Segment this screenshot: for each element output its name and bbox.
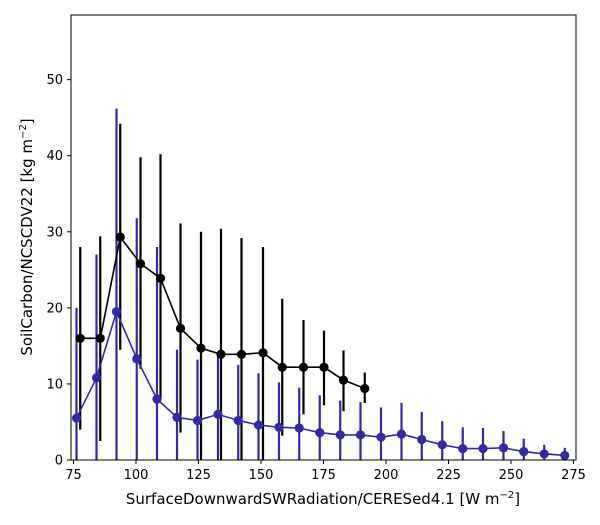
- series-1-point: [175, 323, 186, 334]
- series-2-point: [111, 307, 122, 317]
- y-axis-label: SoilCarbon/NCSCDV22 [kg m−2]: [18, 118, 36, 355]
- series-2-point: [71, 413, 82, 423]
- series-1-point: [135, 259, 146, 269]
- series-1-point: [319, 362, 329, 372]
- x-axis-ticks: 75 100 125 150 175 200 225 250 275: [65, 460, 586, 483]
- x-tick-label: 250: [499, 468, 524, 483]
- series-2-point: [417, 434, 427, 445]
- series-2-point: [458, 443, 468, 454]
- series-2-point: [91, 373, 102, 383]
- x-tick-label: 150: [249, 468, 274, 483]
- series-2-point: [213, 409, 223, 419]
- series-2-point: [376, 432, 386, 442]
- y-tick-label: 0: [55, 454, 63, 469]
- series-1-point: [155, 273, 166, 283]
- x-tick-label: 100: [124, 468, 149, 483]
- series-2-point: [315, 428, 325, 438]
- series-1-point: [216, 349, 226, 359]
- x-axis-label-sup: −2: [500, 490, 515, 501]
- series-2-point: [294, 423, 304, 433]
- y-axis-label-sup: −2: [18, 124, 29, 139]
- series-1-point: [338, 375, 349, 385]
- x-tick-label: 75: [65, 468, 82, 483]
- x-tick-label: 175: [311, 468, 336, 483]
- series-points-layer: [71, 232, 570, 461]
- series-1-point: [75, 333, 85, 343]
- series-1-point: [196, 343, 206, 353]
- series-2-point: [253, 420, 264, 430]
- series-2-point: [172, 412, 182, 423]
- series-2-point: [539, 449, 549, 459]
- series-2-point: [519, 447, 529, 457]
- series-1-point: [236, 349, 247, 359]
- y-axis-ticks: 0 10 20 30 40 50: [46, 73, 71, 469]
- x-axis-label-main: SurfaceDownwardSWRadiation/CERESed4.1 [W…: [126, 490, 500, 508]
- series-2-point: [396, 429, 407, 439]
- series-1-point: [360, 383, 370, 394]
- series-2-point: [274, 422, 284, 432]
- y-axis-label-main: SoilCarbon/NCSCDV22 [kg m: [18, 139, 36, 356]
- series-1-point: [115, 232, 125, 242]
- series-1-point: [298, 362, 309, 372]
- y-axis-label-end: ]: [18, 118, 36, 124]
- y-tick-label: 20: [46, 301, 63, 316]
- x-axis-label: SurfaceDownwardSWRadiation/CERESed4.1 [W…: [126, 490, 520, 508]
- x-tick-label: 125: [186, 468, 211, 483]
- y-tick-label: 50: [46, 73, 63, 88]
- series-2-point: [233, 415, 243, 426]
- series-1-point: [277, 362, 287, 372]
- series-2-point: [498, 443, 509, 453]
- series-1-point: [258, 348, 268, 358]
- x-axis-label-end: ]: [514, 490, 520, 508]
- x-tick-label: 225: [436, 468, 461, 483]
- series-2-point: [355, 430, 366, 440]
- series-2-point: [560, 450, 570, 461]
- series-2-point: [437, 440, 447, 450]
- y-tick-label: 40: [46, 149, 63, 164]
- series-2-point: [152, 394, 162, 404]
- y-tick-label: 30: [46, 225, 63, 240]
- y-tick-label: 10: [46, 377, 63, 392]
- x-tick-label: 200: [374, 468, 399, 483]
- x-tick-label: 275: [561, 468, 586, 483]
- series-2-point: [478, 443, 488, 454]
- series-2-point: [192, 415, 203, 426]
- series-1-point: [95, 333, 105, 343]
- series-2-point: [132, 354, 142, 364]
- series-2-point: [335, 430, 345, 440]
